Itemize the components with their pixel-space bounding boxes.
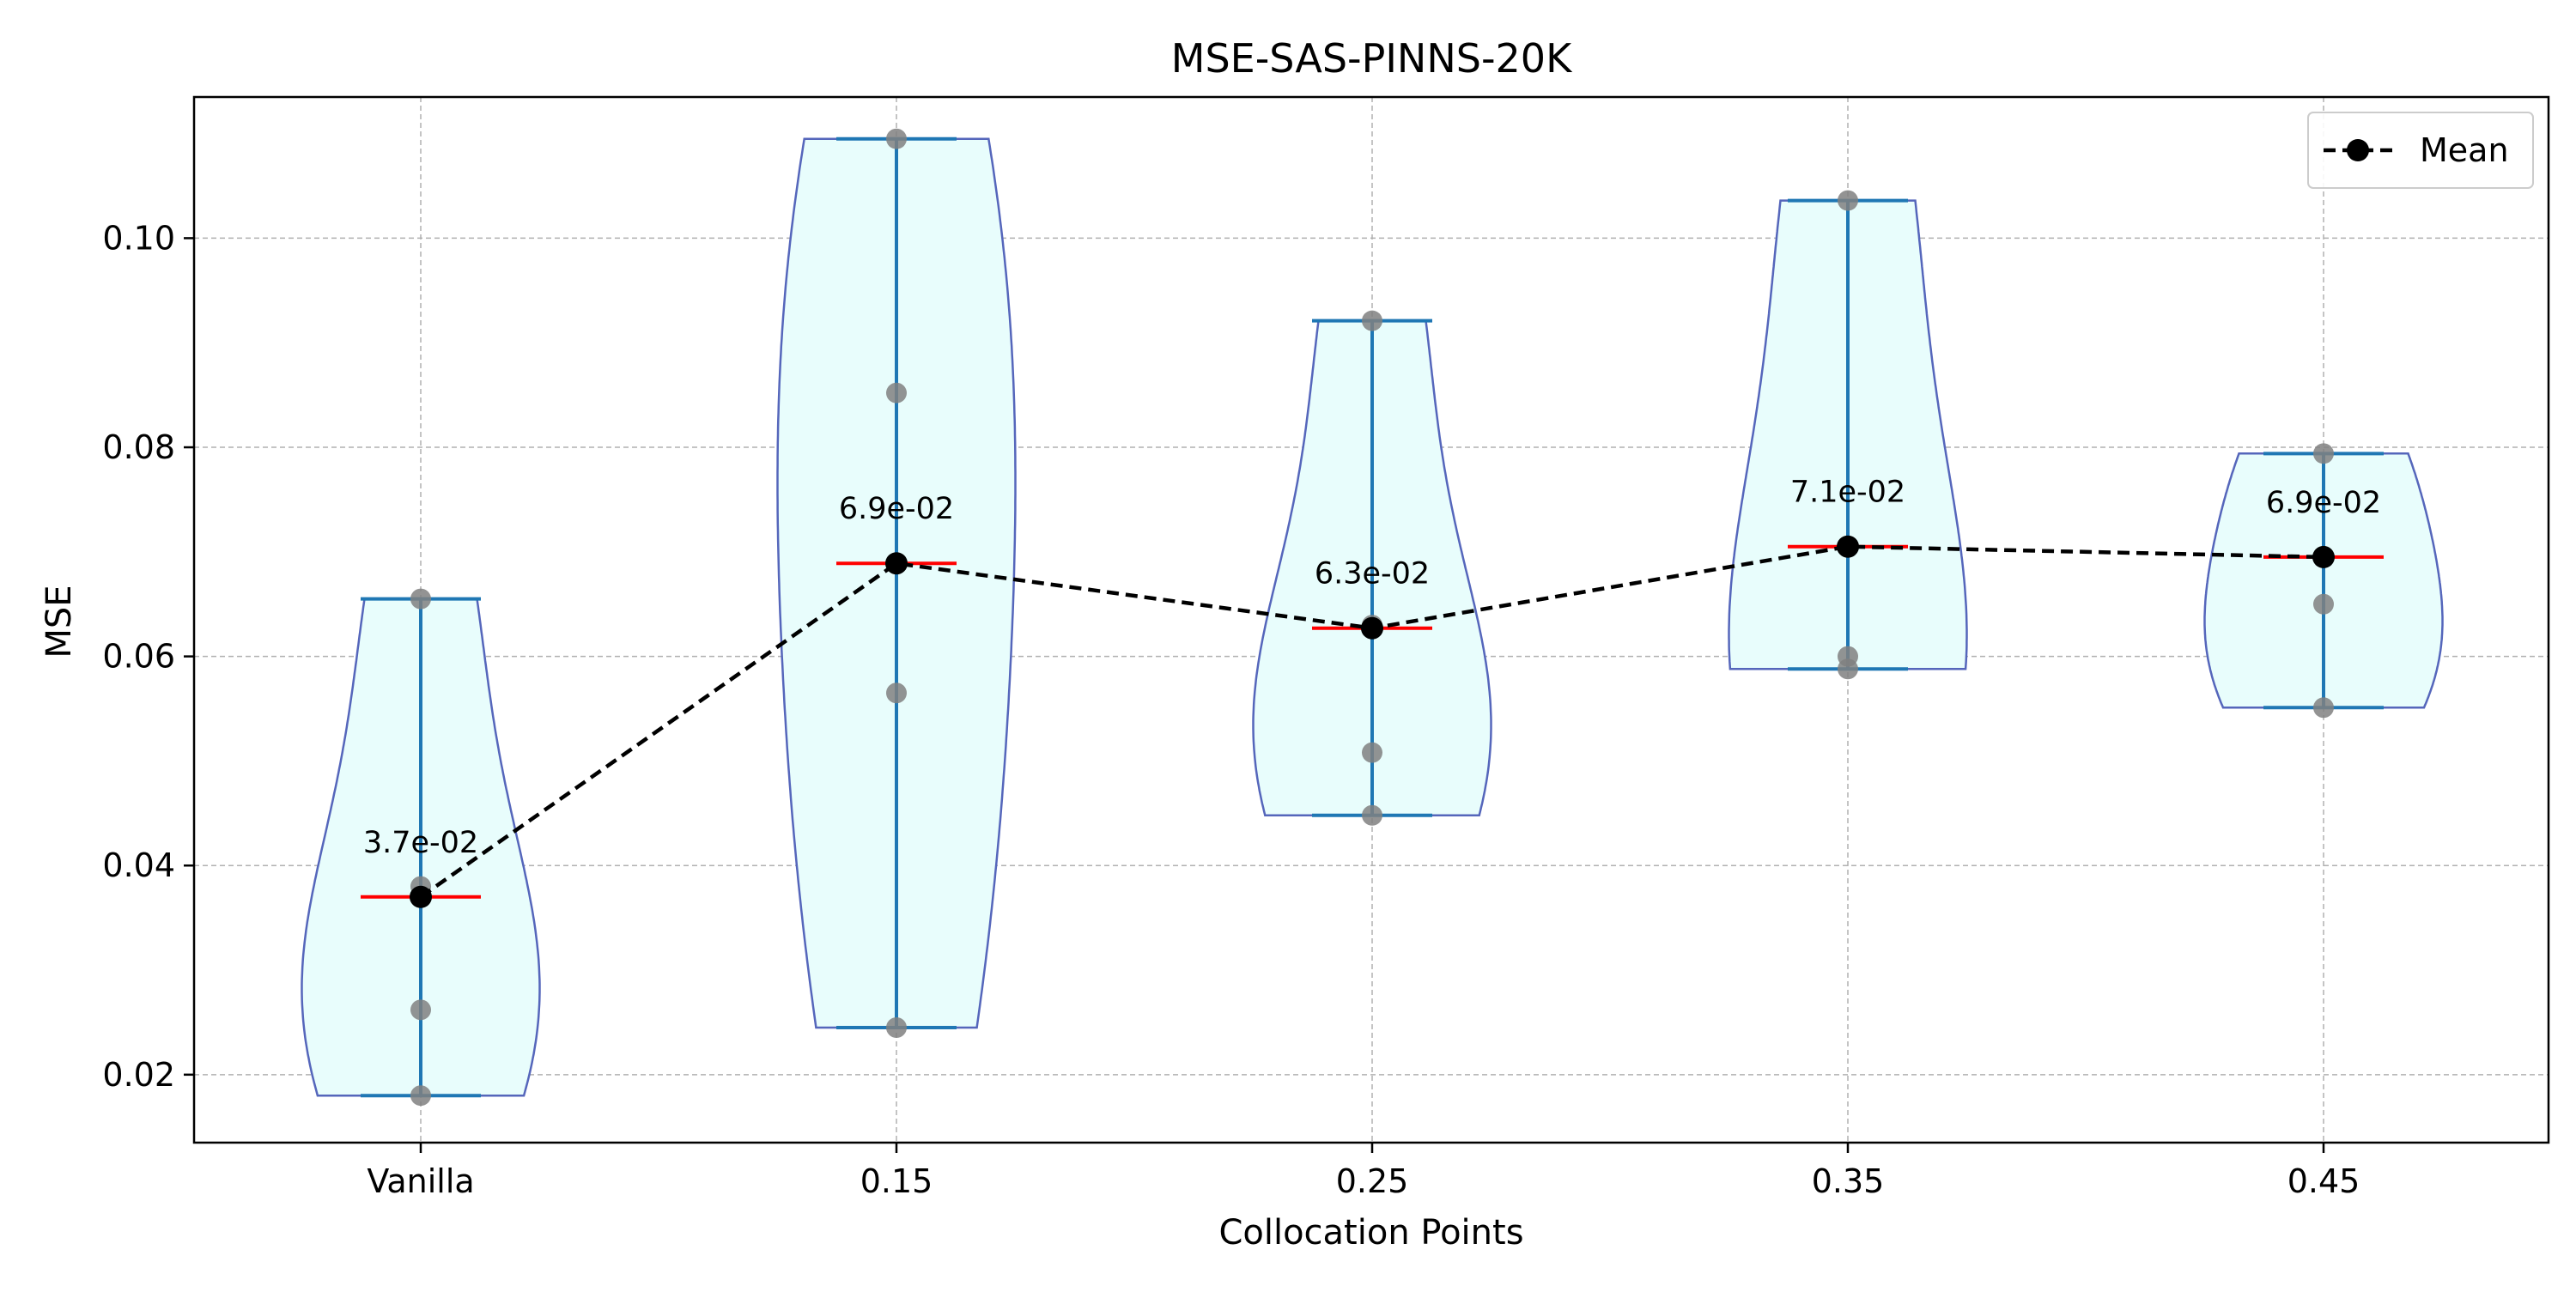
y-tick-label: 0.10 <box>102 219 175 257</box>
x-axis-label: Collocation Points <box>1218 1213 1523 1253</box>
mean-marker <box>1837 535 1859 558</box>
data-point <box>410 1085 431 1107</box>
x-tick-label: 0.15 <box>860 1162 933 1200</box>
mean-marker <box>2312 545 2335 568</box>
legend-entry-label: Mean <box>2420 131 2509 169</box>
y-axis-label: MSE <box>39 585 79 658</box>
data-point <box>1362 742 1382 763</box>
mean-value-label: 3.7e-02 <box>363 826 478 860</box>
x-tick-label: Vanilla <box>367 1162 474 1200</box>
legend-marker-swatch <box>2347 139 2369 161</box>
mean-value-label: 6.9e-02 <box>2266 486 2381 520</box>
y-tick-label: 0.04 <box>102 846 175 884</box>
data-point <box>1362 310 1382 331</box>
mean-value-label: 6.9e-02 <box>839 492 954 526</box>
y-tick-label: 0.08 <box>102 428 175 466</box>
data-point <box>410 999 431 1021</box>
mean-value-label: 7.1e-02 <box>1790 476 1905 510</box>
x-tick-label: 0.45 <box>2287 1162 2360 1200</box>
y-tick-label: 0.02 <box>102 1056 175 1094</box>
data-point <box>886 1017 907 1039</box>
mean-marker <box>885 552 908 575</box>
x-tick-label: 0.35 <box>1812 1162 1885 1200</box>
mean-value-label: 6.3e-02 <box>1315 557 1430 591</box>
data-point <box>886 382 907 403</box>
mean-marker <box>1361 616 1383 640</box>
legend-box <box>2307 112 2534 189</box>
mean-marker <box>410 885 432 908</box>
data-point <box>2313 697 2334 719</box>
chart-title: MSE-SAS-PINNS-20K <box>1171 35 1573 82</box>
x-tick-label: 0.25 <box>1336 1162 1409 1200</box>
data-point <box>1362 804 1382 826</box>
y-tick-label: 0.06 <box>102 638 175 676</box>
data-point <box>1838 646 1858 667</box>
data-point <box>2313 443 2334 464</box>
data-point <box>1838 190 1858 211</box>
data-point <box>886 682 907 704</box>
data-point <box>886 128 907 149</box>
data-point <box>2313 593 2334 615</box>
data-point <box>410 588 431 610</box>
